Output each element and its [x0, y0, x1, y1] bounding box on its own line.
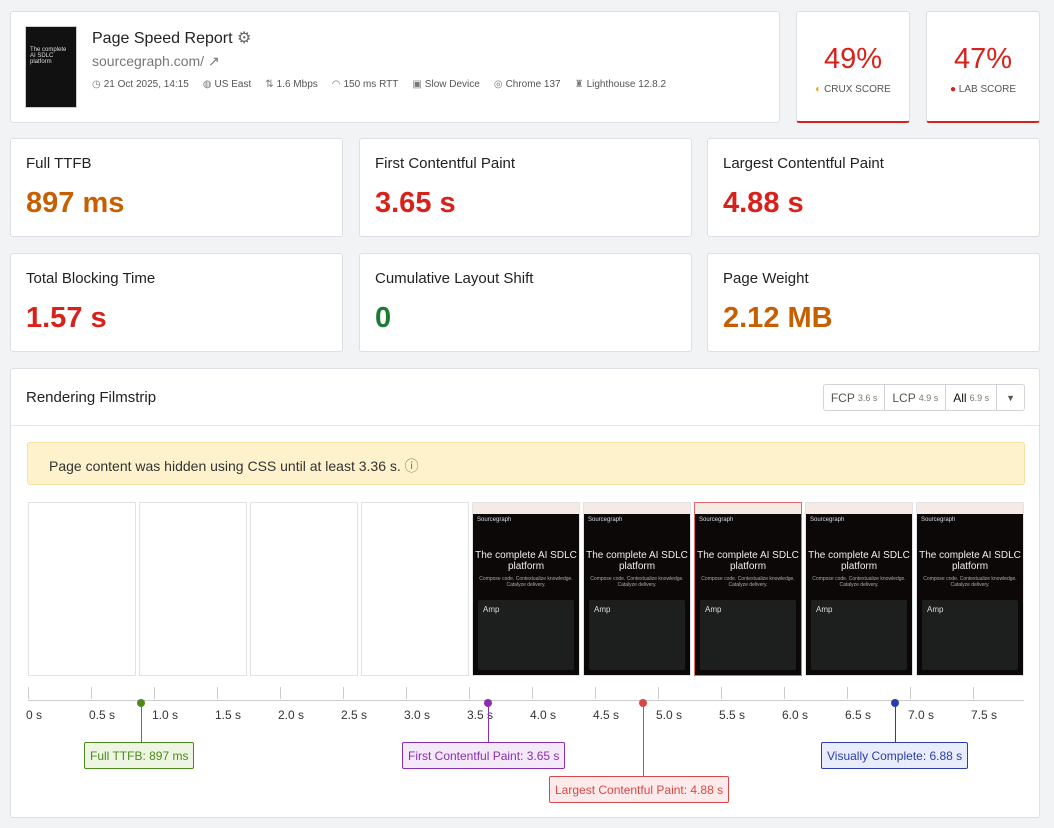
divider [11, 425, 1039, 426]
clock-icon: ◷ [92, 79, 101, 90]
meta-gauge: ◠ 150 ms RTT [331, 79, 399, 90]
meta-clock: ◷ 21 Oct 2025, 14:15 [92, 79, 189, 90]
metric-card[interactable]: Cumulative Layout Shift 0 [359, 253, 692, 352]
meta-globe: ◍ US East [202, 79, 252, 90]
timeline-tick [217, 687, 218, 699]
timeline-tick [595, 687, 596, 699]
filmstrip-frame[interactable] [28, 502, 136, 676]
lab-score[interactable]: 47% ● Lab Score [926, 11, 1040, 123]
filmstrip-panel: Rendering Filmstrip FCP 3.6 s LCP 4.9 s Al… [10, 368, 1040, 818]
globe-icon: ◍ [202, 79, 212, 90]
tick-label: 1.0 s [152, 708, 179, 722]
marker-label[interactable]: Full TTFB: 897 ms [84, 742, 195, 769]
marker-dot [890, 699, 899, 707]
bandwidth-icon: ⇅ [265, 79, 274, 90]
meta-lighthouse: ♜ Lighthouse 12.8.2 [574, 79, 667, 90]
timeline-tick [469, 687, 470, 699]
gear-icon[interactable]: ⚙ [237, 30, 252, 47]
chrome-icon: ◎ [493, 79, 503, 90]
metric-card[interactable]: Full TTFB 897 ms [10, 138, 343, 237]
meta-chrome: ◎ Chrome 137 [493, 79, 561, 90]
crux-score[interactable]: 49% ◐ CrUX Score [796, 11, 910, 123]
filmstrip-frame[interactable]: Sourcegraph The complete AI SDLC platform… [694, 502, 802, 676]
timeline-tick [721, 687, 722, 699]
lighthouse-icon: ● [949, 84, 956, 95]
timeline-tick [910, 687, 911, 699]
page-url[interactable]: sourcegraph.com/ ↗ [92, 53, 220, 69]
marker-label[interactable]: Largest Contentful Paint: 4.88 s [549, 776, 730, 803]
tab-fcp[interactable]: FCP 3.6 s [824, 385, 886, 410]
filmstrip-frame[interactable] [139, 502, 247, 676]
marker-label[interactable]: First Contentful Paint: 3.65 s [402, 742, 566, 769]
timeline-axis [28, 700, 1024, 701]
filmstrip-range-selector[interactable]: FCP 3.6 s LCP 4.9 s All 6.9 s ▼ [822, 384, 1025, 411]
meta-bandwidth: ⇅ 1.6 Mbps [265, 79, 318, 90]
timeline-tick [406, 687, 407, 699]
meta-cpu: ▣ Slow Device [412, 79, 480, 90]
marker-line [141, 703, 143, 742]
filmstrip-frame[interactable] [250, 502, 358, 676]
filmstrip-frame[interactable]: Sourcegraph The complete AI SDLC platform… [805, 502, 913, 676]
marker-label[interactable]: Visually Complete: 6.88 s [821, 742, 969, 769]
tick-label: 5.0 s [656, 708, 683, 722]
gauge-icon: ◠ [331, 79, 341, 90]
tick-label: 7.0 s [908, 708, 935, 722]
timeline-tick [154, 687, 155, 699]
page-thumbnail: The complete AI SDLC platform [25, 26, 77, 108]
crux-icon: ◐ [815, 84, 822, 95]
filmstrip-frame[interactable] [361, 502, 469, 676]
timeline-tick [280, 687, 281, 699]
filmstrip-frame[interactable]: Sourcegraph The complete AI SDLC platform… [583, 502, 691, 676]
tab-all[interactable]: All 6.9 s [946, 385, 998, 410]
filmstrip-frame[interactable]: Sourcegraph The complete AI SDLC platform… [916, 502, 1024, 676]
report-header: The complete AI SDLC platform Page Speed… [10, 11, 780, 123]
marker-dot [137, 699, 146, 707]
tick-label: 6.0 s [782, 708, 809, 722]
marker-line [487, 703, 489, 742]
timeline-tick [28, 687, 29, 699]
tick-label: 1.5 s [215, 708, 242, 722]
tick-label: 7.5 s [971, 708, 998, 722]
timeline-tick [847, 687, 848, 699]
tick-label: 4.0 s [530, 708, 557, 722]
timeline-tick [658, 687, 659, 699]
help-icon[interactable]: ⓘ [404, 458, 419, 474]
metric-card[interactable]: Total Blocking Time 1.57 s [10, 253, 343, 352]
chevron-down-icon[interactable]: ▼ [1006, 392, 1015, 403]
tick-label: 2.0 s [278, 708, 305, 722]
page-title: Page Speed Report ⚙ [92, 30, 252, 47]
marker-dot [483, 699, 492, 707]
lighthouse-icon: ♜ [574, 79, 584, 90]
tick-label: 2.5 s [341, 708, 368, 722]
css-hidden-warning: Page content was hidden using CSS until … [27, 442, 1025, 485]
tab-lcp[interactable]: LCP 4.9 s [885, 385, 947, 410]
tick-label: 0.5 s [89, 708, 116, 722]
timeline-tick [532, 687, 533, 699]
tick-label: 5.5 s [719, 708, 746, 722]
metric-card[interactable]: First Contentful Paint 3.65 s [359, 138, 692, 237]
tick-label: 3.5 s [467, 708, 494, 722]
test-meta: ◷ 21 Oct 2025, 14:15 ◍ US East ⇅ 1.6 Mbps ◠ 150… [92, 79, 666, 90]
tick-label: 4.5 s [593, 708, 620, 722]
timeline-tick [343, 687, 344, 699]
marker-dot [638, 699, 647, 707]
metric-card[interactable]: Largest Contentful Paint 4.88 s [707, 138, 1040, 237]
timeline-tick [91, 687, 92, 699]
tick-label: 6.5 s [845, 708, 872, 722]
timeline-tick [784, 687, 785, 699]
filmstrip-title: Rendering Filmstrip [26, 389, 157, 406]
marker-line [642, 703, 644, 776]
tick-label: 3.0 s [404, 708, 431, 722]
tick-label: 0 s [26, 708, 43, 722]
external-link-icon[interactable]: ↗ [207, 53, 220, 69]
filmstrip-frame[interactable]: Sourcegraph The complete AI SDLC platform… [472, 502, 580, 676]
metric-card[interactable]: Page Weight 2.12 MB [707, 253, 1040, 352]
cpu-icon: ▣ [412, 79, 422, 90]
timeline-tick [973, 687, 974, 699]
marker-line [894, 703, 896, 742]
